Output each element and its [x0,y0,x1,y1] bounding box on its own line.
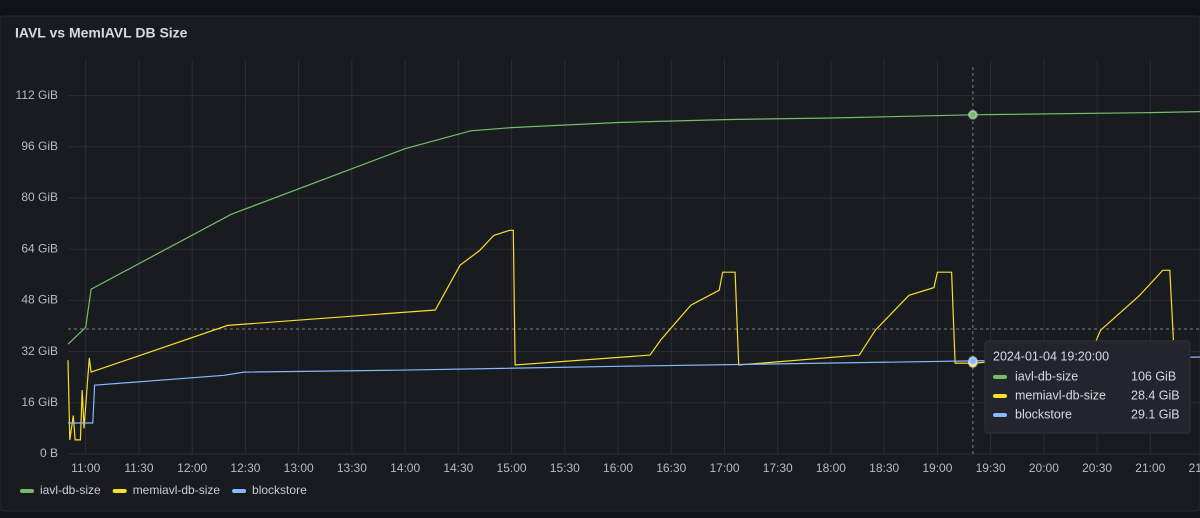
tooltip-value: 29.1 GiB [1131,407,1180,421]
tooltip-swatch [993,413,1007,417]
tooltip-series: blockstore [1015,407,1072,421]
legend-label[interactable]: iavl-db-size [40,483,101,497]
x-tick-label: 21:30 [1189,461,1200,475]
x-tick-label: 12:00 [177,461,207,475]
panel [0,15,1200,512]
y-tick-label: 32 GiB [21,344,58,358]
x-tick-label: 19:30 [976,461,1006,475]
tooltip-value: 28.4 GiB [1131,388,1180,402]
x-tick-label: 19:00 [922,461,952,475]
hover-point [967,109,978,120]
x-tick-label: 16:30 [656,461,686,475]
series-line [67,229,1174,441]
legend-swatch[interactable] [112,489,127,493]
x-tick-label: 18:30 [869,461,899,475]
x-tick-label: 16:00 [603,461,633,475]
x-tick-label: 20:30 [1082,461,1112,475]
legend: iavl-db-size memiavl-db-size blockstore [20,483,307,497]
x-tick-label: 13:30 [337,461,367,475]
x-tick-label: 18:00 [816,461,846,475]
legend-label[interactable]: blockstore [252,483,307,497]
x-tick-label: 15:30 [550,461,580,475]
tooltip-value: 106 GiB [1131,369,1176,383]
legend-swatch[interactable] [20,489,34,493]
tooltip: 2024-01-04 19:20:00 iavl-db-size 106 GiB me… [967,67,1191,454]
series-line [68,356,1200,424]
y-tick-label: 112 GiB [16,88,58,102]
y-tick-label: 64 GiB [21,241,58,255]
tooltip-swatch [993,375,1007,379]
x-tick-label: 13:00 [284,461,314,475]
y-tick-label: 48 GiB [21,293,58,307]
chart-title: IAVL vs MemIAVL DB Size [15,25,188,41]
x-tick-label: 14:00 [390,461,420,475]
y-tick-label: 96 GiB [21,139,58,153]
x-tick-label: 14:30 [443,461,473,475]
legend-label[interactable]: memiavl-db-size [133,483,221,497]
y-tick-label: 0 B [40,446,58,460]
tooltip-box [984,340,1191,434]
x-tick-label: 21:00 [1135,461,1165,475]
x-tick-label: 17:30 [763,461,793,475]
tooltip-swatch [993,394,1007,398]
x-tick-label: 11:00 [71,461,100,475]
legend-swatch[interactable] [232,489,247,493]
tooltip-time: 2024-01-04 19:20:00 [993,349,1109,363]
x-tick-label: 11:30 [124,461,153,475]
y-tick-label: 80 GiB [21,190,58,204]
tooltip-series: iavl-db-size [1015,369,1078,383]
x-tick-label: 12:30 [230,461,260,475]
x-tick-label: 17:00 [709,461,739,475]
x-tick-label: 20:00 [1029,461,1059,475]
tooltip-series: memiavl-db-size [1015,388,1106,402]
y-tick-label: 16 GiB [21,395,58,409]
x-tick-label: 15:00 [497,461,527,475]
hover-point [967,355,978,366]
